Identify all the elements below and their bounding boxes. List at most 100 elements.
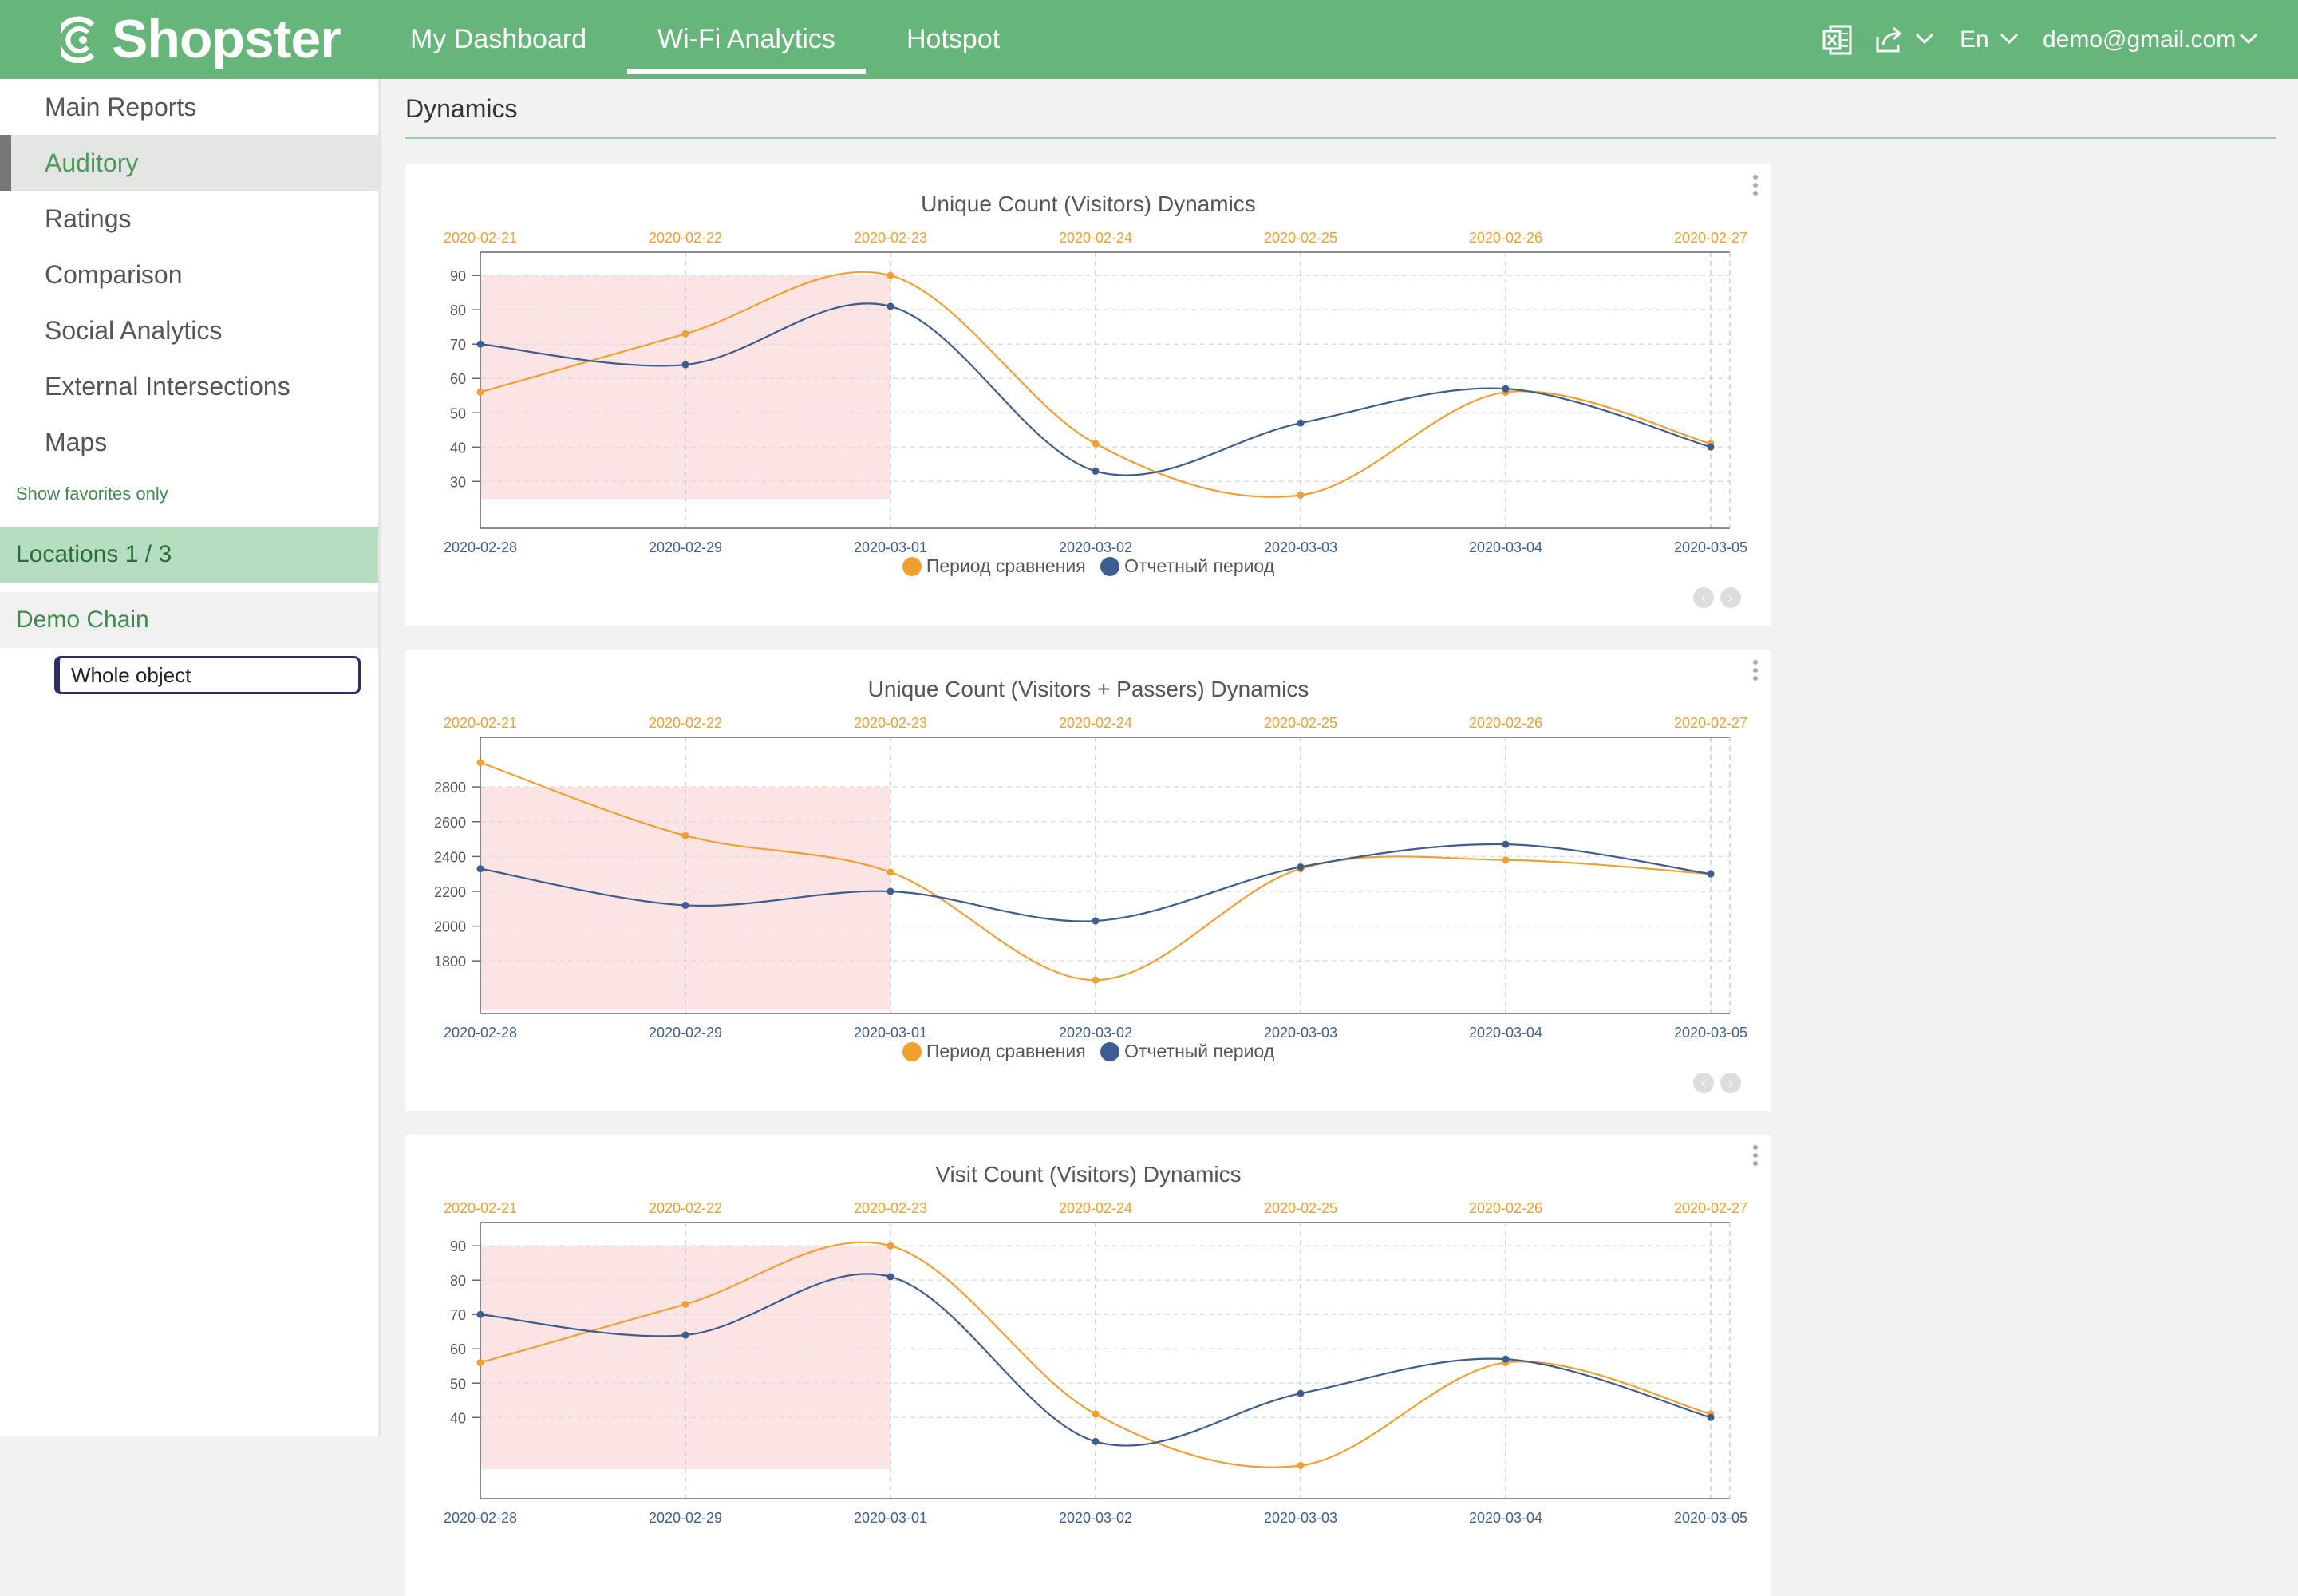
- share-chevron-down-icon[interactable]: [1915, 32, 1934, 45]
- y-tick-label: 2600: [434, 815, 466, 831]
- sidebar-item-main-reports[interactable]: Main Reports: [45, 93, 197, 121]
- next-arrow-icon[interactable]: ›: [1720, 587, 1741, 608]
- data-point-comparison: [1297, 1461, 1305, 1469]
- sidebar-item-social-analytics[interactable]: Social Analytics: [45, 316, 223, 345]
- data-point-reporting: [1707, 870, 1715, 878]
- x-bottom-tick-label: 2020-03-03: [1264, 1025, 1337, 1041]
- sidebar-item-comparison[interactable]: Comparison: [45, 260, 183, 289]
- sidebar-item-ratings[interactable]: Ratings: [45, 204, 132, 233]
- data-point-comparison: [476, 1358, 484, 1366]
- previous-arrow-icon[interactable]: ‹: [1693, 587, 1714, 608]
- y-tick-label: 70: [450, 1307, 466, 1323]
- legend-item-reporting[interactable]: Отчетный период: [1100, 1041, 1274, 1062]
- x-top-tick-label: 2020-02-25: [1264, 715, 1337, 731]
- data-point-comparison: [886, 868, 894, 876]
- wifi-logo-icon: [61, 16, 95, 63]
- x-bottom-tick-label: 2020-03-01: [854, 539, 927, 555]
- data-point-reporting: [1092, 1437, 1100, 1445]
- object-select[interactable]: Whole object: [54, 656, 361, 694]
- x-top-tick-label: 2020-02-22: [649, 230, 722, 246]
- x-top-tick-label: 2020-02-27: [1674, 1200, 1747, 1216]
- data-point-comparison: [681, 330, 689, 338]
- y-tick-label: 80: [450, 1273, 466, 1289]
- legend-label-reporting: Отчетный период: [1124, 555, 1275, 576]
- legend-item-reporting[interactable]: Отчетный период: [1100, 555, 1274, 577]
- data-point-comparison: [1502, 856, 1510, 864]
- legend-dot-comparison: [902, 556, 922, 576]
- chart-title: Visit Count (Visitors) Dynamics: [935, 1162, 1242, 1187]
- shopster-logo[interactable]: Shopster: [61, 9, 342, 69]
- locations-counter: Locations 1 / 3: [0, 527, 378, 583]
- data-point-reporting: [476, 865, 484, 873]
- y-tick-label: 40: [450, 440, 466, 456]
- legend-item-comparison[interactable]: Период сравнения: [902, 1041, 1086, 1062]
- chart-card: Unique Count (Visitors) Dynamics 30 40 50 6…: [405, 164, 1771, 626]
- x-top-tick-label: 2020-02-27: [1674, 230, 1747, 246]
- legend-dot-reporting: [1100, 556, 1120, 576]
- share-icon[interactable]: [1874, 24, 1905, 56]
- data-point-reporting: [1297, 863, 1305, 871]
- y-tick-label: 30: [450, 474, 466, 490]
- y-tick-label: 70: [450, 337, 466, 353]
- x-top-tick-label: 2020-02-22: [649, 1200, 722, 1216]
- x-bottom-tick-label: 2020-03-04: [1469, 539, 1542, 555]
- user-account-menu[interactable]: demo@gmail.com: [2043, 26, 2237, 53]
- user-chevron-down-icon[interactable]: [2239, 32, 2258, 45]
- legend-dot-comparison: [902, 1041, 922, 1061]
- y-tick-label: 60: [450, 1341, 466, 1357]
- chart-menu-icon[interactable]: [1747, 658, 1763, 686]
- sidebar-item-auditory[interactable]: Auditory: [0, 135, 378, 191]
- legend-label-reporting: Отчетный период: [1124, 1041, 1275, 1061]
- y-tick-label: 90: [450, 268, 466, 284]
- data-point-reporting: [1092, 917, 1100, 925]
- sidebar-divider: [378, 79, 381, 1436]
- x-top-tick-label: 2020-02-27: [1674, 715, 1747, 731]
- x-bottom-tick-label: 2020-03-05: [1674, 1510, 1747, 1526]
- y-tick-label: 2400: [434, 849, 466, 865]
- data-point-reporting: [1092, 467, 1100, 475]
- excel-export-icon[interactable]: [1822, 24, 1853, 56]
- next-arrow-icon[interactable]: ›: [1720, 1073, 1741, 1093]
- tab-my-dashboard[interactable]: My Dashboard: [410, 24, 587, 54]
- sidebar-item-maps[interactable]: Maps: [45, 428, 108, 456]
- tab-hotspot[interactable]: Hotspot: [906, 24, 1001, 54]
- previous-arrow-icon[interactable]: ‹: [1693, 1073, 1714, 1093]
- tab-wifi-analytics[interactable]: Wi-Fi Analytics: [627, 0, 866, 79]
- data-point-reporting: [1707, 443, 1715, 451]
- x-bottom-tick-label: 2020-03-05: [1674, 539, 1747, 555]
- chart-title: Unique Count (Visitors) Dynamics: [921, 192, 1256, 216]
- chain-selector[interactable]: Demo Chain: [0, 592, 378, 648]
- line-chart: 40 50 60 70 80 90 2020-02-21 2020-02-22 2020-02-…: [444, 1200, 1747, 1526]
- x-bottom-tick-label: 2020-03-04: [1469, 1025, 1542, 1041]
- x-bottom-tick-label: 2020-03-04: [1469, 1510, 1542, 1526]
- x-bottom-tick-label: 2020-02-28: [444, 1025, 517, 1041]
- language-chevron-down-icon[interactable]: [2000, 32, 2019, 45]
- show-favorites-link[interactable]: Show favorites only: [16, 484, 168, 504]
- page-title-rule: [405, 137, 2276, 139]
- x-bottom-tick-label: 2020-02-29: [649, 1025, 722, 1041]
- chart-legend: Период сравнения Отчетный период: [405, 555, 1771, 581]
- data-point-reporting: [886, 1273, 894, 1281]
- chart-title: Unique Count (Visitors + Passers) Dynami…: [867, 677, 1309, 701]
- x-top-tick-label: 2020-02-23: [854, 230, 927, 246]
- data-point-comparison: [886, 1242, 894, 1250]
- line-chart: 1800 2000 2200 2400 2600 2800 2020-02-21 2020-0…: [434, 715, 1747, 1041]
- data-point-comparison: [886, 271, 894, 279]
- chart-menu-icon[interactable]: [1747, 172, 1763, 201]
- data-point-comparison: [1092, 1410, 1100, 1418]
- x-top-tick-label: 2020-02-22: [649, 715, 722, 731]
- chart-card: Visit Count (Visitors) Dynamics 40 50 60 70…: [405, 1135, 1771, 1596]
- language-selector[interactable]: En: [1960, 26, 1989, 53]
- sidebar-item-external-intersections[interactable]: External Intersections: [45, 372, 290, 401]
- legend-item-comparison[interactable]: Период сравнения: [902, 555, 1086, 577]
- x-bottom-tick-label: 2020-03-01: [854, 1025, 927, 1041]
- data-point-comparison: [476, 388, 484, 396]
- x-top-tick-label: 2020-02-25: [1264, 1200, 1337, 1216]
- data-point-reporting: [886, 302, 894, 310]
- chart-menu-icon[interactable]: [1747, 1143, 1763, 1171]
- x-bottom-tick-label: 2020-02-29: [649, 1510, 722, 1526]
- x-top-tick-label: 2020-02-21: [444, 715, 517, 731]
- x-bottom-tick-label: 2020-02-28: [444, 1510, 517, 1526]
- data-point-comparison: [1092, 440, 1100, 448]
- x-bottom-tick-label: 2020-02-28: [444, 539, 517, 555]
